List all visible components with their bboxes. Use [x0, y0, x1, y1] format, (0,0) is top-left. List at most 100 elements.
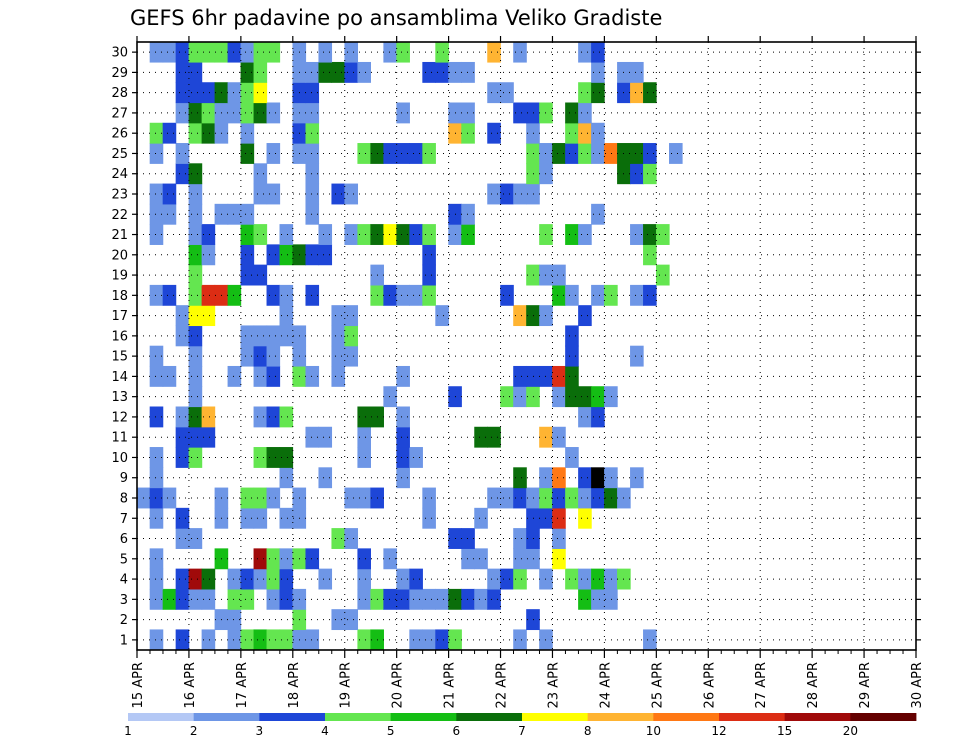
y-tick-label: 26	[111, 127, 128, 142]
y-tick-label: 20	[111, 248, 128, 263]
heatmap-cell	[552, 386, 566, 408]
heatmap-cell	[227, 284, 242, 306]
y-tick-label: 28	[111, 86, 128, 101]
heatmap-cell	[240, 102, 255, 124]
heatmap-cell	[565, 122, 579, 144]
heatmap-cell	[578, 467, 592, 489]
heatmap-cell	[253, 163, 268, 185]
y-tick-label: 2	[120, 613, 128, 628]
y-tick-label: 16	[111, 329, 128, 344]
heatmap-cell	[552, 143, 566, 164]
colorbar-swatch	[522, 713, 589, 721]
heatmap-cell	[396, 224, 410, 245]
heatmap-cell	[513, 102, 527, 124]
heatmap-cell	[175, 143, 190, 164]
heatmap-cell	[513, 183, 527, 205]
heatmap-cell	[630, 143, 644, 164]
colorbar-swatch	[325, 713, 392, 721]
heatmap-cell	[578, 122, 592, 144]
heatmap-cell	[643, 629, 657, 651]
x-tick-label: 17 APR	[235, 662, 250, 708]
colorbar-label: 15	[777, 724, 792, 738]
heatmap-cell	[253, 447, 268, 468]
x-tick-label: 25 APR	[650, 662, 665, 708]
x-tick-label: 29 APR	[858, 662, 873, 708]
heatmap-cell	[266, 365, 281, 387]
heatmap-cell	[201, 568, 216, 590]
heatmap-cell	[253, 183, 268, 205]
heatmap-cell	[383, 41, 397, 63]
heatmap-cell	[630, 224, 644, 245]
heatmap-cell	[344, 528, 359, 549]
heatmap-cell	[279, 406, 294, 428]
heatmap-cell	[474, 548, 488, 570]
heatmap-cell	[422, 224, 436, 245]
heatmap-cell	[188, 82, 203, 104]
heatmap-cell	[552, 264, 566, 286]
y-tick-label: 12	[111, 410, 128, 425]
heatmap-cell	[526, 507, 540, 529]
y-tick-label: 14	[111, 370, 128, 385]
heatmap-cell	[565, 568, 579, 590]
heatmap-cell	[266, 325, 281, 347]
heatmap-cell	[487, 568, 501, 590]
heatmap-cell	[656, 264, 670, 286]
heatmap-cell	[279, 507, 294, 529]
heatmap-cell	[396, 284, 410, 306]
colorbar-swatch	[128, 713, 195, 721]
heatmap-cell	[526, 609, 540, 631]
heatmap-cell	[175, 61, 190, 83]
colorbar-label: 7	[518, 724, 526, 738]
heatmap-cell	[266, 406, 281, 428]
heatmap-cell	[604, 588, 618, 610]
heatmap-cell	[305, 163, 320, 185]
heatmap-cell	[175, 528, 190, 549]
heatmap-cell	[357, 143, 371, 164]
chart-title: GEFS 6hr padavine po ansamblima Veliko G…	[130, 6, 662, 30]
heatmap-cell	[175, 588, 190, 610]
y-tick-label: 7	[120, 512, 128, 527]
heatmap-cell	[201, 284, 216, 306]
heatmap-cell	[630, 82, 644, 104]
heatmap-cell	[201, 305, 216, 327]
heatmap-cell	[409, 568, 423, 590]
heatmap-cell	[253, 365, 268, 387]
heatmap-cell	[149, 122, 164, 144]
heatmap-cell	[526, 163, 540, 185]
heatmap-cell	[227, 629, 242, 651]
heatmap-cell	[240, 264, 255, 286]
heatmap-cell	[266, 284, 281, 306]
heatmap-cell	[461, 61, 475, 83]
colorbar-label: 10	[646, 724, 661, 738]
heatmap-cell	[331, 61, 346, 83]
heatmap-cell	[162, 183, 177, 205]
heatmap-cell	[175, 82, 190, 104]
heatmap-cell	[500, 487, 514, 509]
heatmap-cell	[149, 568, 164, 590]
heatmap-cell	[318, 224, 333, 245]
heatmap-cell	[175, 406, 190, 428]
heatmap-cell	[266, 568, 281, 590]
heatmap-cell	[201, 588, 216, 610]
heatmap-cell	[253, 264, 268, 286]
heatmap-cell	[435, 629, 449, 651]
heatmap-cell	[474, 507, 488, 529]
heatmap-cell	[253, 61, 268, 83]
heatmap-cell	[526, 386, 540, 408]
heatmap-cell	[175, 305, 190, 327]
colorbar-swatch	[719, 713, 786, 721]
colorbar-label: 8	[584, 724, 592, 738]
heatmap-cell	[175, 102, 190, 124]
heatmap-cell	[422, 487, 436, 509]
y-tick-label: 10	[111, 451, 128, 466]
y-tick-label: 21	[111, 228, 128, 243]
heatmap-cell	[422, 264, 436, 286]
heatmap-cell	[240, 629, 255, 651]
x-tick-label: 15 APR	[131, 662, 146, 708]
heatmap-cell	[669, 143, 683, 164]
colorbar-label: 1	[124, 724, 132, 738]
heatmap-cell	[526, 143, 540, 164]
x-axis-ticks: 15 APR 16 APR 17 APR 18 APR 19 APR 20 APR 21 A…	[131, 36, 925, 708]
heatmap-cell	[591, 467, 605, 489]
y-tick-label: 18	[111, 289, 128, 304]
